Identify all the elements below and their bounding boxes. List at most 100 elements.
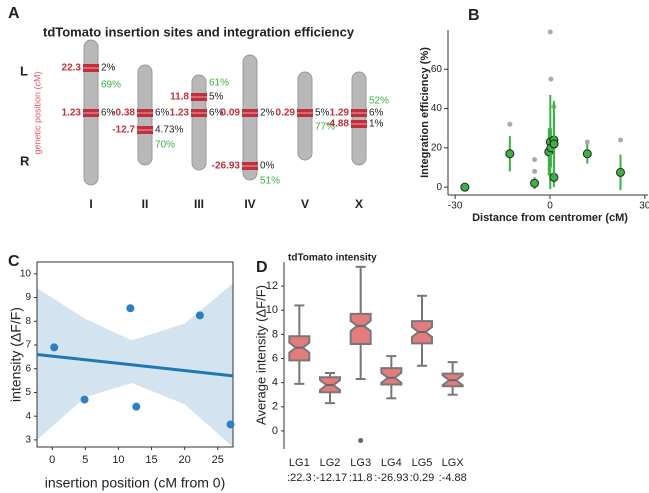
position-label: 1.29 <box>330 108 350 119</box>
box <box>349 312 372 346</box>
y-tick-label: 12 <box>266 280 278 292</box>
position-label: 22.3 <box>62 63 82 74</box>
panel-label: C <box>8 253 20 270</box>
mean-point <box>615 167 625 177</box>
point <box>195 311 204 320</box>
x-tick-sublabel: :11.8 <box>349 472 373 484</box>
efficiency-label: 0% <box>260 161 275 172</box>
y-tick-label: 7 <box>25 340 31 351</box>
x-axis-label: insertion position (cM from 0) <box>45 475 226 491</box>
raw-point <box>548 76 554 82</box>
efficiency-green-label: 77% <box>315 122 335 133</box>
y-tick-label: 9 <box>25 292 31 303</box>
efficiency-green-label: 69% <box>101 80 121 91</box>
x-tick-sublabel: :-12.17 <box>313 472 347 484</box>
x-tick-label: LG5 <box>412 457 433 469</box>
x-tick-label: LG1 <box>289 457 310 469</box>
x-tick-label: 0 <box>49 454 55 466</box>
y-tick-label: 0 <box>272 425 278 437</box>
y-tick-label: 5 <box>25 387 31 398</box>
efficiency-green-label: 51% <box>260 176 280 187</box>
point <box>80 395 89 404</box>
panel-label: D <box>256 259 268 276</box>
y-tick-label: 0 <box>436 182 442 193</box>
mean-point <box>549 139 559 149</box>
mean-point <box>460 182 470 192</box>
y-tick-label: 60 <box>431 64 443 75</box>
box <box>380 367 403 386</box>
axis-label: genetic position (cM) <box>32 71 42 154</box>
chromosome <box>242 54 258 181</box>
efficiency-green-label: 70% <box>155 140 175 151</box>
regression-line <box>36 353 234 378</box>
x-tick-label: 30 <box>639 201 649 212</box>
x-tick-label: LGX <box>442 457 465 469</box>
raw-point <box>617 137 623 143</box>
chromosome-name: II <box>142 197 149 211</box>
chromosome <box>351 71 367 166</box>
raw-point <box>532 157 538 163</box>
diagram-title: tdTomato insertion sites and integration… <box>43 24 355 39</box>
chromosome-name: X <box>355 197 363 211</box>
position-label: -12.7 <box>112 125 135 136</box>
efficiency-label: 1% <box>369 119 384 130</box>
efficiency-green-label: 61% <box>209 78 229 89</box>
y-axis-label: Integration efficiency (%) <box>419 47 431 178</box>
y-tick-label: 4 <box>25 411 31 422</box>
x-tick-label: 25 <box>212 454 224 466</box>
position-label: 0.09 <box>221 108 241 119</box>
position-label: -4.88 <box>326 119 349 130</box>
mean-point <box>530 178 540 188</box>
raw-point <box>547 29 553 35</box>
y-tick-label: 4 <box>272 377 278 389</box>
y-tick-label: 20 <box>431 142 443 153</box>
position-label: 1.23 <box>62 108 82 119</box>
x-tick-sublabel: :22.3 <box>287 472 311 484</box>
efficiency-label: 6% <box>155 108 170 119</box>
bottom-label: R <box>20 153 30 168</box>
x-tick-sublabel: :-26.93 <box>374 472 408 484</box>
y-tick-label: 10 <box>266 304 278 316</box>
efficiency-label: 5% <box>315 108 330 119</box>
chromosome-name: IV <box>244 197 255 211</box>
y-tick-label: 8 <box>25 316 31 327</box>
efficiency-label: 2% <box>101 63 116 74</box>
top-label: L <box>20 63 28 78</box>
x-tick-label: 20 <box>179 454 191 466</box>
y-axis-label: intensity (ΔF/F) <box>8 307 24 402</box>
y-tick-label: 6 <box>272 352 278 364</box>
efficiency-label: 6% <box>101 108 116 119</box>
efficiency-green-label: 52% <box>369 96 389 107</box>
point <box>226 420 235 429</box>
y-tick-label: 6 <box>25 363 31 374</box>
y-tick-label: 8 <box>272 328 278 340</box>
efficiency-label: 2% <box>260 108 275 119</box>
y-tick-label: 10 <box>20 268 32 279</box>
mean-point <box>582 149 592 159</box>
panel-label: A <box>8 5 20 22</box>
chart-title: tdTomato intensity <box>288 253 377 264</box>
position-label: -0.38 <box>112 108 135 119</box>
efficiency-label: 5% <box>209 92 224 103</box>
x-tick-label: LG4 <box>381 457 402 469</box>
y-tick-label: 3 <box>25 435 31 446</box>
x-tick-label: LG2 <box>320 457 341 469</box>
point <box>50 343 59 352</box>
raw-point <box>584 139 590 145</box>
efficiency-label: 6% <box>209 108 224 119</box>
efficiency-label: 6% <box>369 108 384 119</box>
point <box>132 402 141 411</box>
panel-label: B <box>468 7 480 24</box>
chromosome-name: I <box>89 197 92 211</box>
y-tick-label: 40 <box>431 103 443 114</box>
mean-point <box>505 149 515 159</box>
chromosome-name: V <box>301 197 309 211</box>
efficiency-label: 4.73% <box>155 125 183 136</box>
x-tick-sublabel: :0.29 <box>410 472 434 484</box>
chromosome <box>191 74 207 171</box>
chromosome-name: III <box>194 197 204 211</box>
x-tick-label: 5 <box>82 454 88 466</box>
x-tick-label: 15 <box>145 454 157 466</box>
raw-point <box>507 121 513 127</box>
